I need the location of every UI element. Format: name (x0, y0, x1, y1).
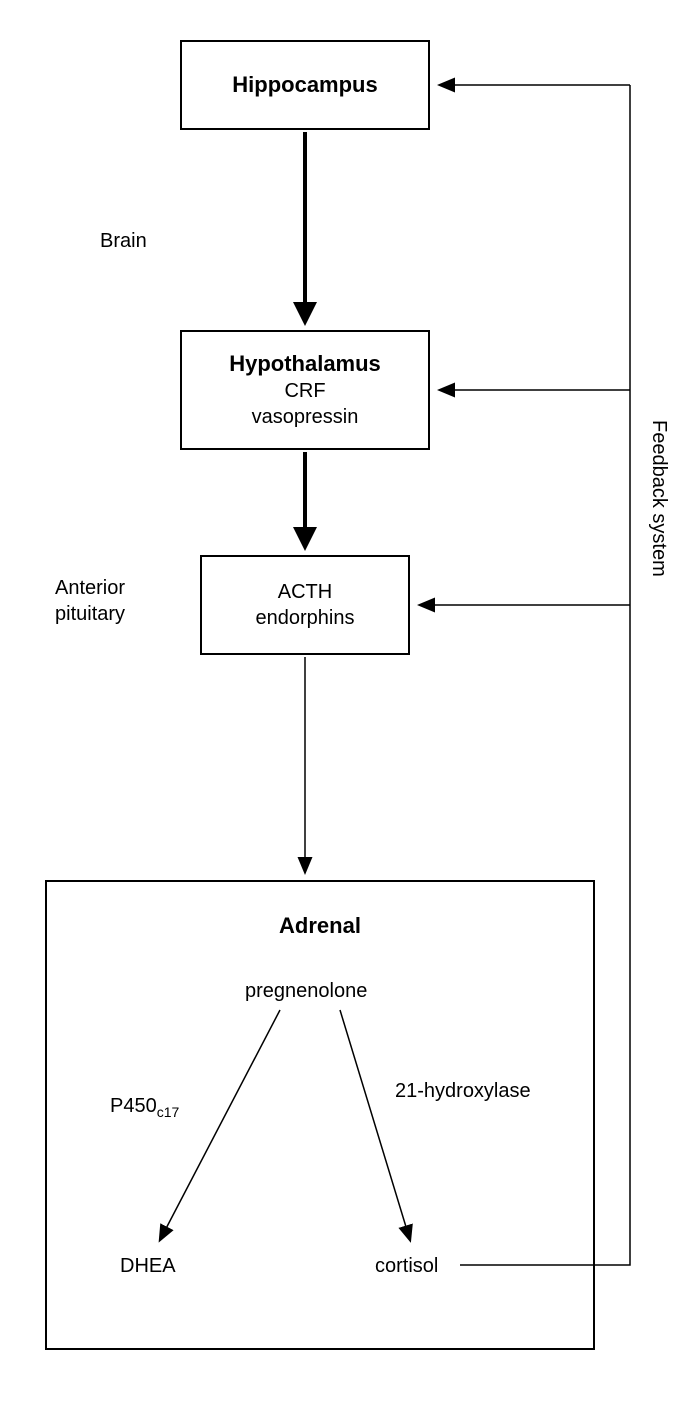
acth-box: ACTH endorphins (200, 555, 410, 655)
anterior-label-1: Anterior (55, 577, 125, 599)
p450-sub: c17 (157, 1104, 180, 1120)
hypothalamus-vasopressin: vasopressin (252, 404, 359, 430)
feedback-label: Feedback system (647, 420, 670, 577)
pregnenolone-label: pregnenolone (245, 980, 367, 1003)
hippocampus-label: Hippocampus (232, 71, 377, 100)
adrenal-title: Adrenal (47, 912, 593, 941)
brain-label: Brain (100, 230, 147, 253)
p450-prefix: P450 (110, 1095, 157, 1117)
hypothalamus-crf: CRF (284, 378, 325, 404)
hydroxylase-label: 21-hydroxylase (395, 1080, 531, 1103)
diagram-canvas: Hippocampus Brain Hypothalamus CRF vasop… (0, 0, 700, 1427)
anterior-label-2: pituitary (55, 603, 125, 625)
hypothalamus-box: Hypothalamus CRF vasopressin (180, 330, 430, 450)
cortisol-label: cortisol (375, 1255, 438, 1278)
acth-line1: ACTH (278, 579, 332, 605)
acth-line2: endorphins (256, 605, 355, 631)
p450-label: P450c17 (110, 1095, 179, 1120)
hippocampus-box: Hippocampus (180, 40, 430, 130)
hypothalamus-title: Hypothalamus (229, 350, 381, 379)
anterior-pituitary-label: Anterior pituitary (55, 575, 125, 627)
dhea-label: DHEA (120, 1255, 176, 1278)
